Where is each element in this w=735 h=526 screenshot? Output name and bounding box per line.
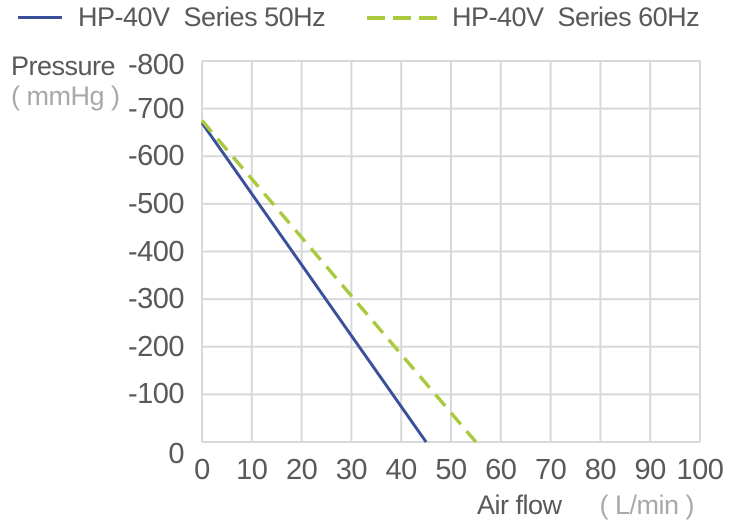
x-tick-label: 60	[485, 454, 517, 486]
series-line-50hz	[200, 122, 428, 443]
y-tick-label: -600	[127, 140, 185, 173]
legend-item-50hz: HP-40V Series 50Hz	[18, 0, 326, 34]
x-tick-label: 50	[435, 454, 467, 486]
solid-line-swatch	[18, 16, 62, 19]
x-axis-title: Air flow ( L/min )	[477, 490, 695, 520]
x-tick-label: 10	[236, 454, 268, 486]
x-tick-label: 0	[194, 454, 210, 486]
x-tick-label: 30	[335, 454, 368, 486]
x-tick-label: 70	[534, 454, 567, 486]
x-axis-label: Air flow	[477, 490, 562, 520]
x-tick-label: 80	[584, 454, 617, 486]
y-tick-label: -800	[127, 49, 185, 81]
x-tick-label: 40	[385, 454, 418, 486]
x-tick-label: 90	[634, 454, 667, 486]
x-tick-label: 100	[676, 454, 724, 486]
y-tick-label: 0	[168, 438, 184, 470]
legend-item-60hz: HP-40V Series 60Hz	[367, 0, 700, 34]
y-axis-label: Pressure	[11, 51, 116, 81]
legend-label-60hz: HP-40V Series 60Hz	[452, 1, 700, 32]
y-tick-label: -100	[127, 378, 185, 411]
dashed-line-swatch	[367, 15, 437, 20]
y-axis-unit: ( mmHg )	[11, 81, 120, 111]
y-tick-label: -400	[127, 235, 185, 268]
y-tick-label: -500	[127, 187, 185, 220]
x-axis-unit: ( L/min )	[599, 490, 695, 520]
legend-label-50hz: HP-40V Series 50Hz	[78, 1, 326, 32]
y-tick-label: -700	[127, 92, 185, 125]
y-tick-label: -300	[127, 283, 185, 316]
y-tick-label: -200	[127, 330, 185, 363]
x-tick-label: 20	[285, 454, 318, 486]
y-axis-title: Pressure ( mmHg )	[11, 51, 120, 111]
